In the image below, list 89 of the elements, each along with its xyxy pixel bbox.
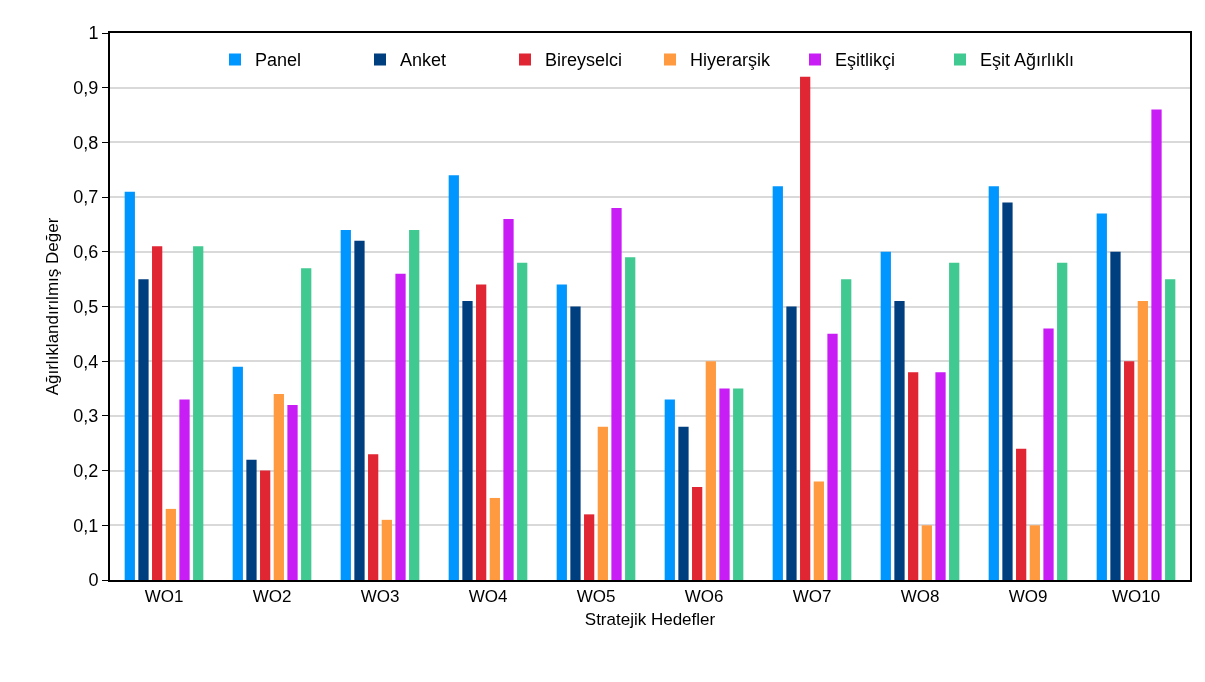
bar [193, 246, 204, 580]
x-tick-label: WO5 [576, 587, 616, 607]
y-tick-label: 0,4 [73, 351, 99, 372]
x-tick-label: WO9 [1008, 587, 1048, 607]
bar [692, 487, 703, 580]
x-tick-label: WO3 [360, 587, 400, 607]
bar [1110, 251, 1121, 580]
bar [1057, 262, 1068, 580]
bar [880, 251, 891, 580]
bar [368, 454, 379, 580]
bar [287, 404, 298, 580]
bar [340, 229, 351, 580]
y-tick-label: 0,6 [73, 242, 99, 263]
x-tick-label: WO6 [684, 587, 724, 607]
bar [827, 333, 838, 580]
legend-label: Eşit Ağırlıklı [980, 50, 1075, 71]
bar [381, 519, 392, 580]
x-tick-label: WO1 [144, 587, 184, 607]
bar [179, 399, 190, 580]
bar [1165, 279, 1176, 580]
bar [1002, 202, 1013, 580]
bar [354, 240, 365, 580]
x-tick-label: WO7 [792, 587, 832, 607]
bar [813, 481, 824, 580]
legend-label: Eşitlikçi [835, 50, 896, 71]
x-tick-label: WO8 [900, 587, 940, 607]
legend-label: Bireyselci [545, 50, 623, 71]
y-tick-label: 0,1 [73, 515, 99, 536]
bar [232, 366, 243, 580]
bar [476, 284, 487, 580]
legend-label: Anket [400, 50, 447, 71]
bar [949, 262, 960, 580]
bar [260, 470, 271, 580]
y-tick-label: 0,5 [73, 296, 99, 317]
bar [138, 279, 149, 580]
bar [503, 218, 514, 580]
bar [772, 186, 783, 580]
bar [409, 229, 420, 580]
bar [462, 301, 473, 580]
bar [800, 76, 811, 580]
x-tick-label: WO4 [468, 587, 508, 607]
bar [678, 426, 689, 580]
y-tick-label: 0,9 [73, 78, 99, 98]
bar [1016, 448, 1027, 580]
bar [988, 186, 999, 580]
bar [152, 246, 163, 580]
bar [246, 459, 257, 580]
bar [165, 508, 176, 580]
bar [894, 301, 905, 580]
bar [584, 514, 595, 580]
bar [517, 262, 528, 580]
bar [1043, 328, 1054, 580]
bar [664, 399, 675, 580]
bar [786, 306, 797, 580]
bar [1124, 361, 1135, 580]
y-axis-title: Ağırlıklandırılmış Değer [43, 217, 63, 396]
x-tick-label: WO2 [252, 587, 292, 607]
bar [489, 497, 500, 580]
y-tick-label: 0 [88, 570, 99, 591]
bar [705, 361, 716, 580]
bar [124, 191, 135, 580]
bar [1137, 301, 1148, 580]
legend-label: Hiyerarşik [690, 50, 772, 71]
bar [921, 525, 932, 580]
y-tick-label: 0,2 [73, 460, 99, 481]
y-tick-label: 0,7 [73, 187, 99, 208]
bar [935, 372, 946, 580]
bar [908, 372, 919, 580]
bar [719, 388, 730, 580]
bar [556, 284, 567, 580]
bar [841, 279, 852, 580]
bar [733, 388, 744, 580]
bar [301, 268, 312, 580]
y-tick-label: 1 [88, 23, 99, 44]
x-tick-label: WO10 [1111, 587, 1161, 607]
bar [1096, 213, 1107, 580]
legend-label: Panel [255, 50, 302, 71]
bar [395, 273, 406, 580]
bar [273, 394, 284, 580]
bar [1029, 525, 1040, 580]
bar [625, 257, 636, 580]
bar [611, 208, 622, 580]
bar [1151, 109, 1162, 580]
bar [448, 175, 459, 580]
y-tick-label: 0,3 [73, 406, 99, 427]
bar [597, 426, 608, 580]
y-tick-label: 0,8 [73, 132, 99, 153]
x-axis-title: Stratejik Hedefler [584, 610, 716, 630]
bar [570, 306, 581, 580]
